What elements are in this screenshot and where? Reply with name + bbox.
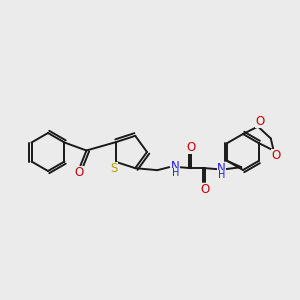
Text: O: O <box>75 166 84 179</box>
Text: S: S <box>111 163 118 176</box>
Text: N: N <box>171 160 180 173</box>
Text: O: O <box>255 115 265 128</box>
Text: O: O <box>187 141 196 154</box>
Text: N: N <box>217 162 226 175</box>
Text: O: O <box>201 183 210 196</box>
Text: H: H <box>218 170 225 180</box>
Text: O: O <box>271 149 280 162</box>
Text: H: H <box>172 168 179 178</box>
